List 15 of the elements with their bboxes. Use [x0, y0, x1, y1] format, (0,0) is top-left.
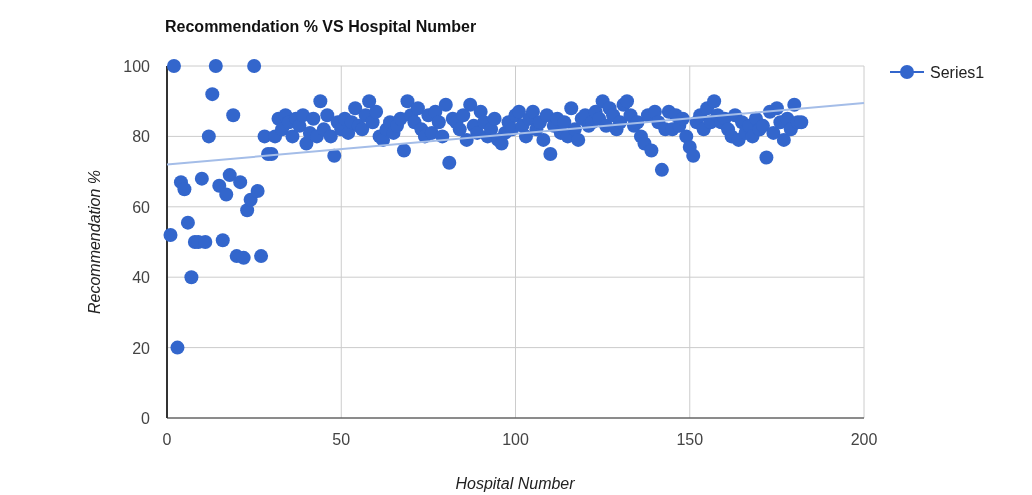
legend-label: Series1: [930, 64, 985, 81]
chart-title: Recommendation % VS Hospital Number: [165, 18, 477, 35]
y-tick-label: 0: [141, 410, 151, 427]
x-tick-label: 150: [676, 431, 704, 448]
y-tick-label: 80: [132, 128, 151, 146]
x-tick-label: 0: [162, 431, 172, 448]
x-axis-title: Hospital Number: [455, 475, 576, 492]
x-tick-label: 200: [850, 431, 878, 448]
y-axis-title: Recommendation %: [86, 169, 103, 315]
y-tick-label: 100: [123, 58, 151, 75]
x-tick-label: 50: [332, 431, 351, 448]
y-tick-label: 40: [132, 269, 151, 287]
y-tick-label: 60: [132, 198, 151, 216]
x-tick-label: 100: [502, 431, 529, 448]
y-tick-label: 20: [132, 339, 151, 357]
